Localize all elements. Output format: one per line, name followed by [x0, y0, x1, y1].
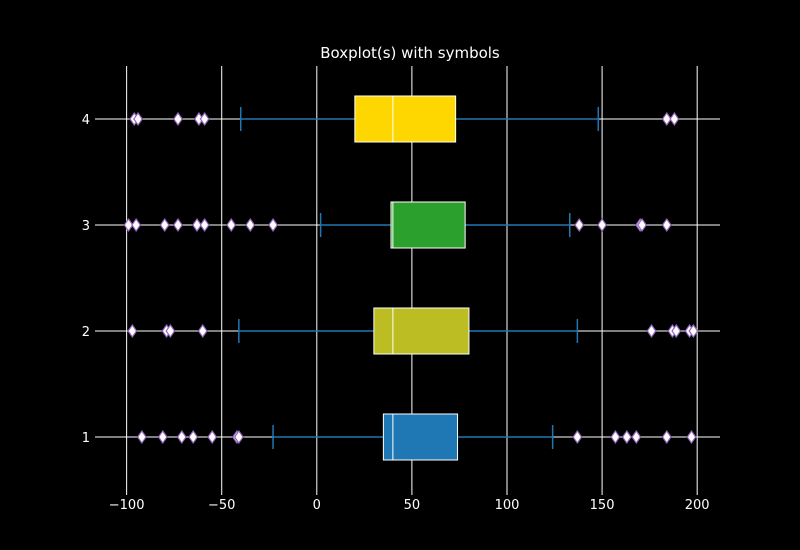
flier-point [173, 111, 183, 127]
flier-point [199, 111, 210, 127]
box-1 [382, 413, 459, 461]
x-axis-ticks: −100 −50 0 50 100 150 200 [109, 490, 710, 513]
flier-point [688, 323, 699, 339]
x-tick-label: 200 [685, 498, 710, 513]
x-tick-label: −50 [208, 498, 235, 513]
flier-point [133, 111, 143, 127]
flier-point [621, 429, 632, 445]
flier-point [245, 217, 256, 233]
flier-point [646, 323, 657, 339]
boxes [238, 95, 600, 461]
box-4 [354, 95, 457, 143]
flier-point [159, 217, 170, 233]
flier-point [176, 429, 187, 445]
x-tick-label: −100 [109, 498, 145, 513]
flier-point [226, 217, 237, 233]
box-2 [373, 307, 470, 355]
x-tick-label: 0 [313, 498, 321, 513]
box-3 [390, 201, 466, 249]
flier-point [136, 429, 147, 445]
flier-point [661, 429, 672, 445]
flier-point [661, 217, 672, 233]
flier-point [197, 323, 208, 339]
flier-point [199, 217, 210, 233]
flier-point [572, 429, 583, 445]
flier-point [127, 323, 138, 339]
x-tick-label: 100 [495, 498, 520, 513]
flier-point [165, 323, 176, 339]
flier-point [661, 111, 672, 127]
y-tick-label: 4 [82, 113, 90, 128]
flier-point [131, 217, 142, 233]
flier-point [268, 217, 278, 233]
flier-point [597, 217, 608, 233]
flier-point [173, 217, 183, 233]
y-tick-label: 3 [82, 219, 90, 234]
x-tick-label: 150 [590, 498, 615, 513]
y-axis-ticks: 1 2 3 4 [82, 113, 100, 446]
flier-point [686, 429, 697, 445]
flier-point [192, 217, 202, 233]
flier-point [188, 429, 199, 445]
flier-point [631, 429, 642, 445]
flier-point [233, 429, 244, 445]
flier-point [610, 429, 621, 445]
flier-point [671, 323, 682, 339]
y-tick-label: 1 [82, 431, 90, 446]
flier-point [637, 217, 647, 233]
chart-title: Boxplot(s) with symbols [320, 44, 500, 62]
x-tick-label: 50 [404, 498, 421, 513]
flier-point [207, 429, 218, 445]
fliers [123, 111, 699, 445]
flier-point [669, 111, 680, 127]
y-tick-label: 2 [82, 325, 90, 340]
flier-point [123, 217, 134, 233]
flier-point [574, 217, 585, 233]
flier-point [157, 429, 168, 445]
